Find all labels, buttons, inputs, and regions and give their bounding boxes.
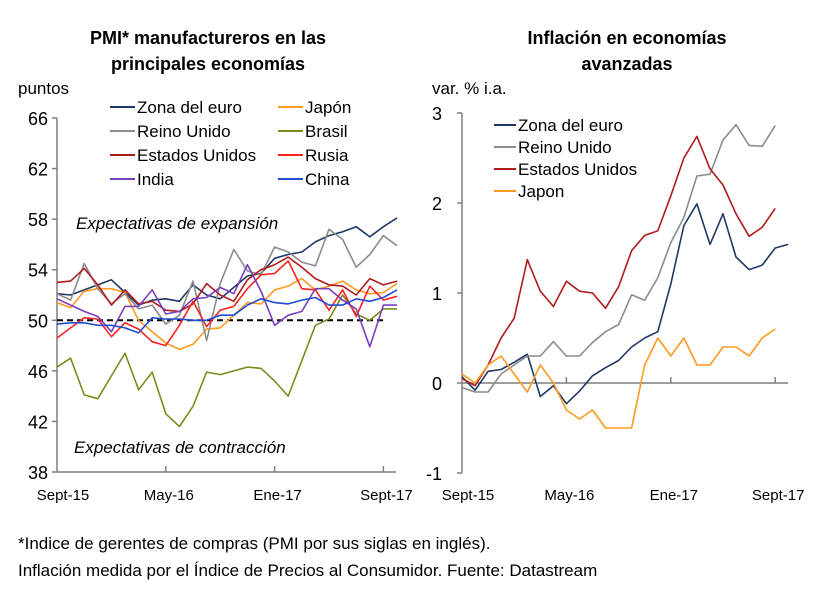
chart-title: Inflación en economías: [527, 28, 726, 48]
x-tick-label: Ene-17: [650, 487, 698, 504]
x-tick-label: May-16: [144, 487, 194, 504]
footnote-pmi: *Indice de gerentes de compras (PMI por …: [18, 534, 491, 553]
x-tick-label: Ene-17: [253, 487, 301, 504]
x-tick-label: Sept-17: [752, 487, 805, 504]
series-line-estados-unidos: [461, 135, 776, 387]
series-line-japon: [461, 328, 776, 429]
footnote-source: Inflación medida por el Índice de Precio…: [18, 561, 598, 580]
y-tick-label: 54: [28, 261, 48, 281]
series-line-india: [56, 263, 397, 348]
series-line-reino-unido: [56, 228, 398, 342]
series-line-zona-del-euro: [461, 203, 789, 405]
y-tick-label: 3: [432, 104, 442, 124]
chart-title: avanzadas: [581, 54, 672, 74]
legend-label-japon: Japón: [305, 98, 351, 117]
legend-label-india: India: [137, 170, 174, 189]
y-tick-label: 50: [28, 311, 48, 331]
legend-label-zona-del-euro: Zona del euro: [137, 98, 242, 117]
series-line-rusia: [56, 260, 398, 347]
x-tick-label: Sept-15: [37, 487, 90, 504]
legend-label-china: China: [305, 170, 350, 189]
annotation-contraction: Expectativas de contracción: [74, 438, 286, 457]
y-tick-label: 66: [28, 109, 48, 129]
y-tick-label: 38: [28, 463, 48, 483]
y-tick-label: 2: [432, 194, 442, 214]
y-tick-label: -1: [426, 464, 442, 484]
y-tick-label: 1: [432, 284, 442, 304]
x-tick-label: May-16: [544, 487, 594, 504]
chart-title: PMI* manufactureros en las: [90, 28, 326, 48]
y-tick-label: 46: [28, 362, 48, 382]
legend-label-estados-unidos: Estados Unidos: [137, 146, 256, 165]
series-line-china: [56, 289, 398, 334]
series-line-estados-unidos: [56, 256, 398, 313]
x-tick-label: Sept-15: [442, 487, 495, 504]
legend-label-reino-unido: Reino Unido: [518, 138, 612, 157]
y-axis-label: var. % i.a.: [432, 79, 507, 98]
y-tick-label: 58: [28, 210, 48, 230]
annotation-expansion: Expectativas de expansión: [76, 214, 278, 233]
x-tick-label: Sept-17: [360, 487, 413, 504]
series-line-zona-del-euro: [56, 217, 398, 306]
legend-label-japon: Japon: [518, 182, 564, 201]
legend-label-zona-del-euro: Zona del euro: [518, 116, 623, 135]
y-tick-label: 62: [28, 160, 48, 180]
y-tick-label: 0: [432, 374, 442, 394]
legend-label-brasil: Brasil: [305, 122, 348, 141]
legend-label-reino-unido: Reino Unido: [137, 122, 231, 141]
legend-label-estados-unidos: Estados Unidos: [518, 160, 637, 179]
series-line-japon: [56, 277, 398, 351]
series-line-reino-unido: [461, 123, 776, 393]
legend-label-rusia: Rusia: [305, 146, 349, 165]
y-tick-label: 42: [28, 412, 48, 432]
y-axis-label: puntos: [18, 79, 69, 98]
chart-title: principales economías: [111, 54, 305, 74]
